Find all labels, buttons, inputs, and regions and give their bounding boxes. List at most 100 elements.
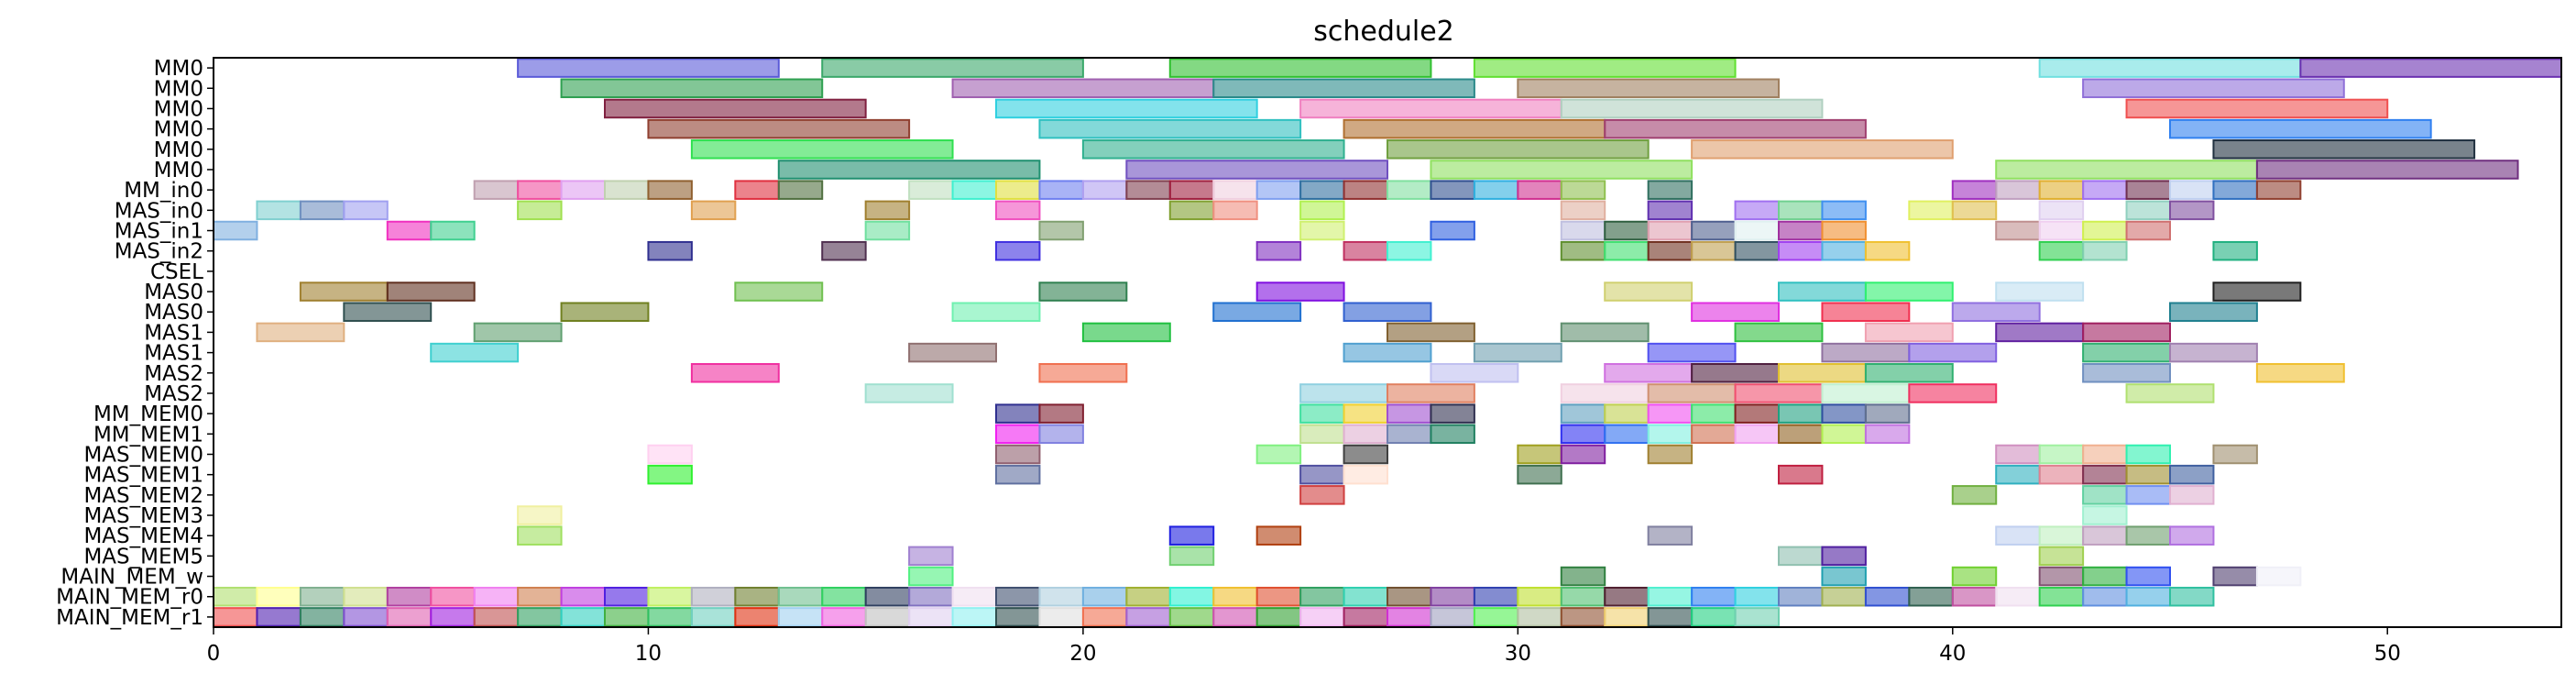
y-tick-label: MM0 <box>154 118 203 142</box>
task-bar <box>995 444 1041 465</box>
task-bar <box>1604 607 1650 627</box>
task-bar <box>473 607 520 627</box>
task-bar <box>908 180 954 200</box>
task-bar <box>1560 607 1606 627</box>
task-bar <box>1125 180 1171 200</box>
task-bar <box>1995 444 2041 465</box>
task-bar <box>2038 58 2302 78</box>
task-bar <box>1821 586 1867 607</box>
task-bar <box>2212 566 2258 587</box>
task-bar <box>1604 403 1650 424</box>
task-bar <box>1473 586 1519 607</box>
task-bar <box>1517 78 1781 99</box>
task-bar <box>1647 586 1694 607</box>
task-bar <box>256 607 301 627</box>
task-bar <box>2255 180 2302 200</box>
task-bar <box>690 139 954 160</box>
task-bar <box>1560 444 1606 465</box>
task-bar <box>1734 586 1780 607</box>
task-bar <box>1647 403 1694 424</box>
task-bar <box>647 118 911 139</box>
y-tick-label: MAS_MEM0 <box>83 443 203 467</box>
task-bar <box>1299 485 1345 505</box>
task-bar <box>2255 160 2519 180</box>
task-bar <box>1212 302 1302 322</box>
task-bar <box>1951 302 2041 322</box>
task-bar <box>1778 424 1824 445</box>
task-bar <box>2212 281 2302 302</box>
task-bar <box>1604 240 1650 261</box>
task-bar <box>2169 342 2258 363</box>
task-bar <box>734 607 780 627</box>
task-bar <box>2125 566 2172 587</box>
task-bar <box>1299 180 1345 200</box>
task-bar <box>1255 607 1302 627</box>
task-bar <box>2255 363 2345 383</box>
task-bar <box>343 200 389 221</box>
task-bar <box>1778 464 1824 485</box>
task-bar <box>1821 200 1867 221</box>
y-tick-label: MAIN_MEM_r0 <box>56 586 203 610</box>
task-bar <box>995 240 1041 261</box>
y-tick-label: MAS0 <box>144 281 203 304</box>
task-bar <box>1430 424 1475 445</box>
task-bar <box>2125 180 2172 200</box>
task-bar <box>517 505 563 525</box>
task-bar <box>995 464 1041 485</box>
y-tick-label: MAS1 <box>144 342 203 366</box>
task-bar <box>1604 118 1867 139</box>
task-bar <box>430 586 476 607</box>
task-bar <box>1604 220 1650 241</box>
task-bar <box>1821 546 1867 567</box>
task-bar <box>1168 58 1432 78</box>
task-bar <box>1517 464 1562 485</box>
task-bar <box>1168 586 1215 607</box>
task-bar <box>908 342 997 363</box>
task-bar <box>995 403 1041 424</box>
task-bar <box>2082 78 2345 99</box>
task-bar <box>1734 424 1780 445</box>
y-tick-label: MM0 <box>154 159 203 182</box>
task-bar <box>386 220 433 241</box>
task-bar <box>864 220 911 241</box>
task-bar <box>1908 200 1954 221</box>
task-bar <box>1560 322 1650 343</box>
task-bar <box>1038 220 1084 241</box>
task-bar <box>1864 586 1911 607</box>
task-bar <box>2169 302 2258 322</box>
task-bar <box>1038 363 1128 383</box>
task-bar <box>1168 525 1215 546</box>
task-bar <box>1560 240 1606 261</box>
y-tick-label: MAIN_MEM_r1 <box>56 606 203 630</box>
task-bar <box>2169 464 2215 485</box>
task-bar <box>690 586 737 607</box>
task-bar <box>386 281 476 302</box>
task-bar <box>1908 383 1998 403</box>
task-bar <box>2038 525 2085 546</box>
task-bar <box>1864 322 1954 343</box>
task-bar <box>1821 566 1867 587</box>
task-bar <box>1430 607 1475 627</box>
task-bar <box>951 607 997 627</box>
task-bar <box>1430 403 1475 424</box>
task-bar <box>2038 220 2085 241</box>
task-bar <box>1995 464 2041 485</box>
task-bar <box>1778 240 1824 261</box>
task-bar <box>864 200 911 221</box>
task-bar <box>647 180 693 200</box>
task-bar <box>2125 383 2215 403</box>
task-bar <box>1473 180 1519 200</box>
task-bar <box>2082 485 2128 505</box>
task-bar <box>1560 98 1824 119</box>
x-tick-label: 0 <box>207 642 221 666</box>
task-bar <box>864 586 911 607</box>
task-bar <box>213 607 258 627</box>
task-bar <box>864 383 954 403</box>
task-bar <box>1299 383 1388 403</box>
task-bar <box>213 220 258 241</box>
task-bar <box>1081 322 1171 343</box>
task-bar <box>1604 281 1694 302</box>
plot-frame <box>213 57 2562 628</box>
task-bar <box>386 586 433 607</box>
task-bar <box>1647 607 1694 627</box>
